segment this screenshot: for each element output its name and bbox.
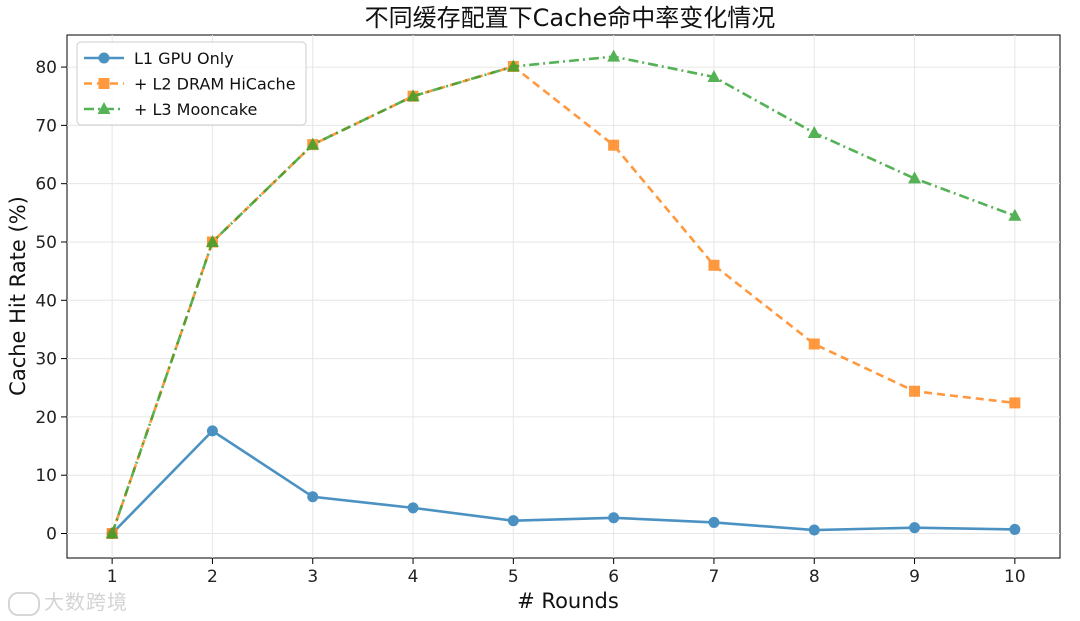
x-axis-ticks: 1 2 3 4 5 6 7 8 9 10 [107, 558, 1026, 587]
watermark: 大数跨境 [8, 586, 128, 616]
y-tick-label: 50 [35, 233, 57, 253]
y-tick-label: 70 [35, 116, 57, 136]
x-tick-label: 2 [207, 567, 218, 587]
legend-marker [98, 52, 110, 64]
y-tick-label: 0 [46, 525, 57, 545]
x-axis-label: # Rounds [517, 589, 619, 613]
data-point [206, 425, 218, 437]
series-1 [106, 425, 1021, 540]
data-point [105, 526, 119, 539]
x-tick-label: 6 [608, 567, 619, 587]
data-point [708, 516, 720, 528]
data-point [205, 234, 219, 247]
x-tick-label: 1 [107, 567, 118, 587]
chart-title: 不同缓存配置下Cache命中率变化情况 [365, 4, 776, 32]
data-point [909, 385, 921, 397]
data-point [507, 515, 519, 527]
legend: L1 GPU Only + L2 DRAM HiCache + L3 Mooncak… [76, 41, 307, 126]
data-point [707, 69, 721, 82]
series-line [110, 65, 1016, 534]
legend-marker [98, 78, 110, 89]
x-tick-label: 4 [408, 567, 419, 587]
y-tick-label: 30 [35, 350, 57, 370]
data-point [1009, 523, 1021, 535]
legend-marker [97, 102, 111, 114]
grid-lines [67, 35, 1060, 558]
data-point [608, 512, 620, 524]
legend-entry [84, 52, 124, 64]
series-line [110, 55, 1016, 534]
y-tick-label: 40 [35, 291, 57, 311]
data-point [1009, 397, 1021, 409]
legend-entry [84, 78, 124, 89]
x-tick-label: 9 [909, 567, 920, 587]
data-point [306, 137, 320, 150]
legend-label: + L3 Mooncake [134, 100, 257, 119]
data-point [808, 338, 820, 350]
data-point [407, 502, 419, 514]
watermark-text: 大数跨境 [44, 590, 128, 614]
series-line [111, 429, 1015, 535]
series-3 [105, 49, 1022, 539]
data-point [608, 139, 620, 151]
legend-label: L1 GPU Only [134, 49, 234, 68]
y-tick-label: 10 [35, 466, 57, 486]
data-point [807, 125, 821, 138]
x-tick-label: 8 [809, 567, 820, 587]
legend-label: + L2 DRAM HiCache [134, 75, 296, 94]
data-point [708, 259, 720, 271]
data-point [909, 522, 921, 534]
data-point [607, 49, 621, 62]
data-point [307, 491, 319, 503]
x-tick-label: 10 [1004, 567, 1026, 587]
watermark-logo-icon [8, 591, 40, 616]
plot-frame [66, 34, 1061, 559]
data-point [1008, 208, 1022, 221]
series-layer [105, 49, 1022, 540]
legend-entry [84, 102, 124, 114]
x-tick-label: 3 [307, 567, 318, 587]
y-axis-ticks: 0 10 20 30 40 50 60 70 80 [35, 58, 67, 545]
y-tick-label: 80 [35, 58, 57, 78]
x-tick-label: 5 [508, 567, 519, 587]
data-point [808, 524, 820, 536]
data-point [406, 89, 420, 102]
legend-box [76, 41, 307, 126]
y-tick-label: 60 [35, 175, 57, 195]
y-axis-label: Cache Hit Rate (%) [6, 196, 30, 396]
data-point [506, 59, 520, 72]
y-tick-label: 20 [35, 408, 57, 428]
data-point [908, 171, 922, 184]
x-tick-label: 7 [709, 567, 720, 587]
